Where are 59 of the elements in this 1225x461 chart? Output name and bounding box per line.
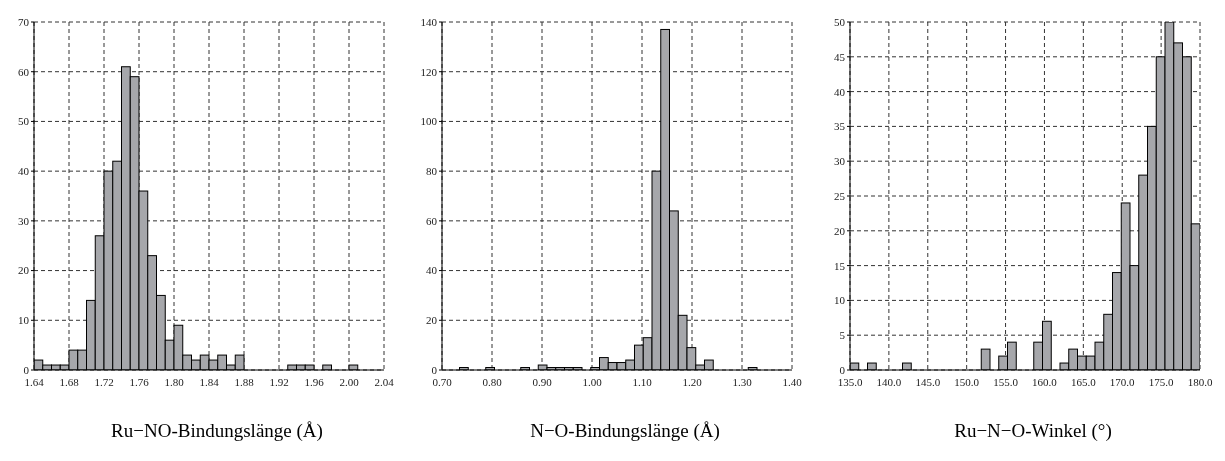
x-tick-label: 0.70 [432, 375, 453, 388]
y-tick-label: 30 [18, 214, 30, 227]
y-tick-label: 100 [420, 115, 438, 128]
x-tick-label: 1.88 [234, 375, 255, 388]
x-tick-label: 155.0 [993, 375, 1019, 388]
y-tick-label: 20 [834, 224, 846, 237]
y-tick-label: 50 [18, 115, 30, 128]
x-tick-label: 1.20 [682, 375, 703, 388]
x-tick-label: 145.0 [915, 375, 941, 388]
x-axis-title: Ru−N−O-Winkel (°) [953, 420, 1113, 442]
x-tick-label: 1.30 [732, 375, 753, 388]
x-tick-label: 1.40 [782, 375, 803, 388]
x-tick-label: 180.0 [1187, 375, 1213, 388]
x-tick-label: 170.0 [1109, 375, 1136, 388]
y-tick-label: 15 [834, 259, 846, 272]
y-tick-label: 45 [834, 50, 846, 63]
y-tick-label: 60 [426, 214, 438, 227]
x-tick-label: 1.84 [199, 375, 220, 388]
x-tick-label: 0.90 [532, 375, 553, 388]
x-tick-label: 1.10 [632, 375, 653, 388]
y-tick-label: 120 [420, 65, 438, 78]
x-tick-label: 2.04 [374, 375, 395, 388]
y-tick-label: 10 [834, 294, 846, 307]
x-tick-label: 1.96 [304, 375, 325, 388]
x-tick-label: 135.0 [837, 375, 863, 388]
y-tick-label: 70 [18, 15, 30, 28]
x-tick-label: 1.68 [59, 375, 80, 388]
y-tick-label: 80 [426, 165, 438, 178]
x-tick-label: 1.64 [24, 375, 45, 388]
y-tick-label: 40 [834, 85, 846, 98]
x-tick-label: 1.00 [582, 375, 603, 388]
y-tick-label: 0 [839, 363, 846, 376]
y-tick-label: 40 [426, 264, 438, 277]
y-tick-label: 0 [23, 363, 30, 376]
y-tick-label: 25 [834, 189, 846, 202]
y-tick-label: 20 [18, 264, 30, 277]
y-tick-label: 10 [18, 314, 30, 327]
x-tick-label: 2.00 [339, 375, 360, 388]
x-tick-label: 165.0 [1070, 375, 1097, 388]
y-tick-label: 140 [420, 15, 438, 28]
x-axis-title: N−O-Bindungslänge (Å) [529, 420, 721, 442]
y-tick-label: 0 [431, 363, 438, 376]
x-tick-label: 160.0 [1032, 375, 1058, 388]
x-tick-label: 1.80 [164, 375, 185, 388]
y-tick-label: 50 [834, 15, 846, 28]
y-tick-label: 20 [426, 314, 438, 327]
x-tick-label: 1.76 [129, 375, 150, 388]
x-tick-label: 1.72 [94, 375, 114, 388]
x-tick-label: 150.0 [954, 375, 980, 388]
x-tick-label: 0.80 [482, 375, 503, 388]
x-tick-label: 1.92 [269, 375, 289, 388]
y-tick-label: 40 [18, 165, 30, 178]
y-tick-label: 60 [18, 65, 30, 78]
x-tick-label: 175.0 [1148, 375, 1174, 388]
x-tick-label: 140.0 [876, 375, 902, 388]
x-axis-title: Ru−NO-Bindungslänge (Å) [110, 420, 324, 442]
y-tick-label: 5 [839, 329, 846, 342]
y-tick-label: 30 [834, 155, 846, 168]
y-tick-label: 35 [834, 120, 846, 133]
